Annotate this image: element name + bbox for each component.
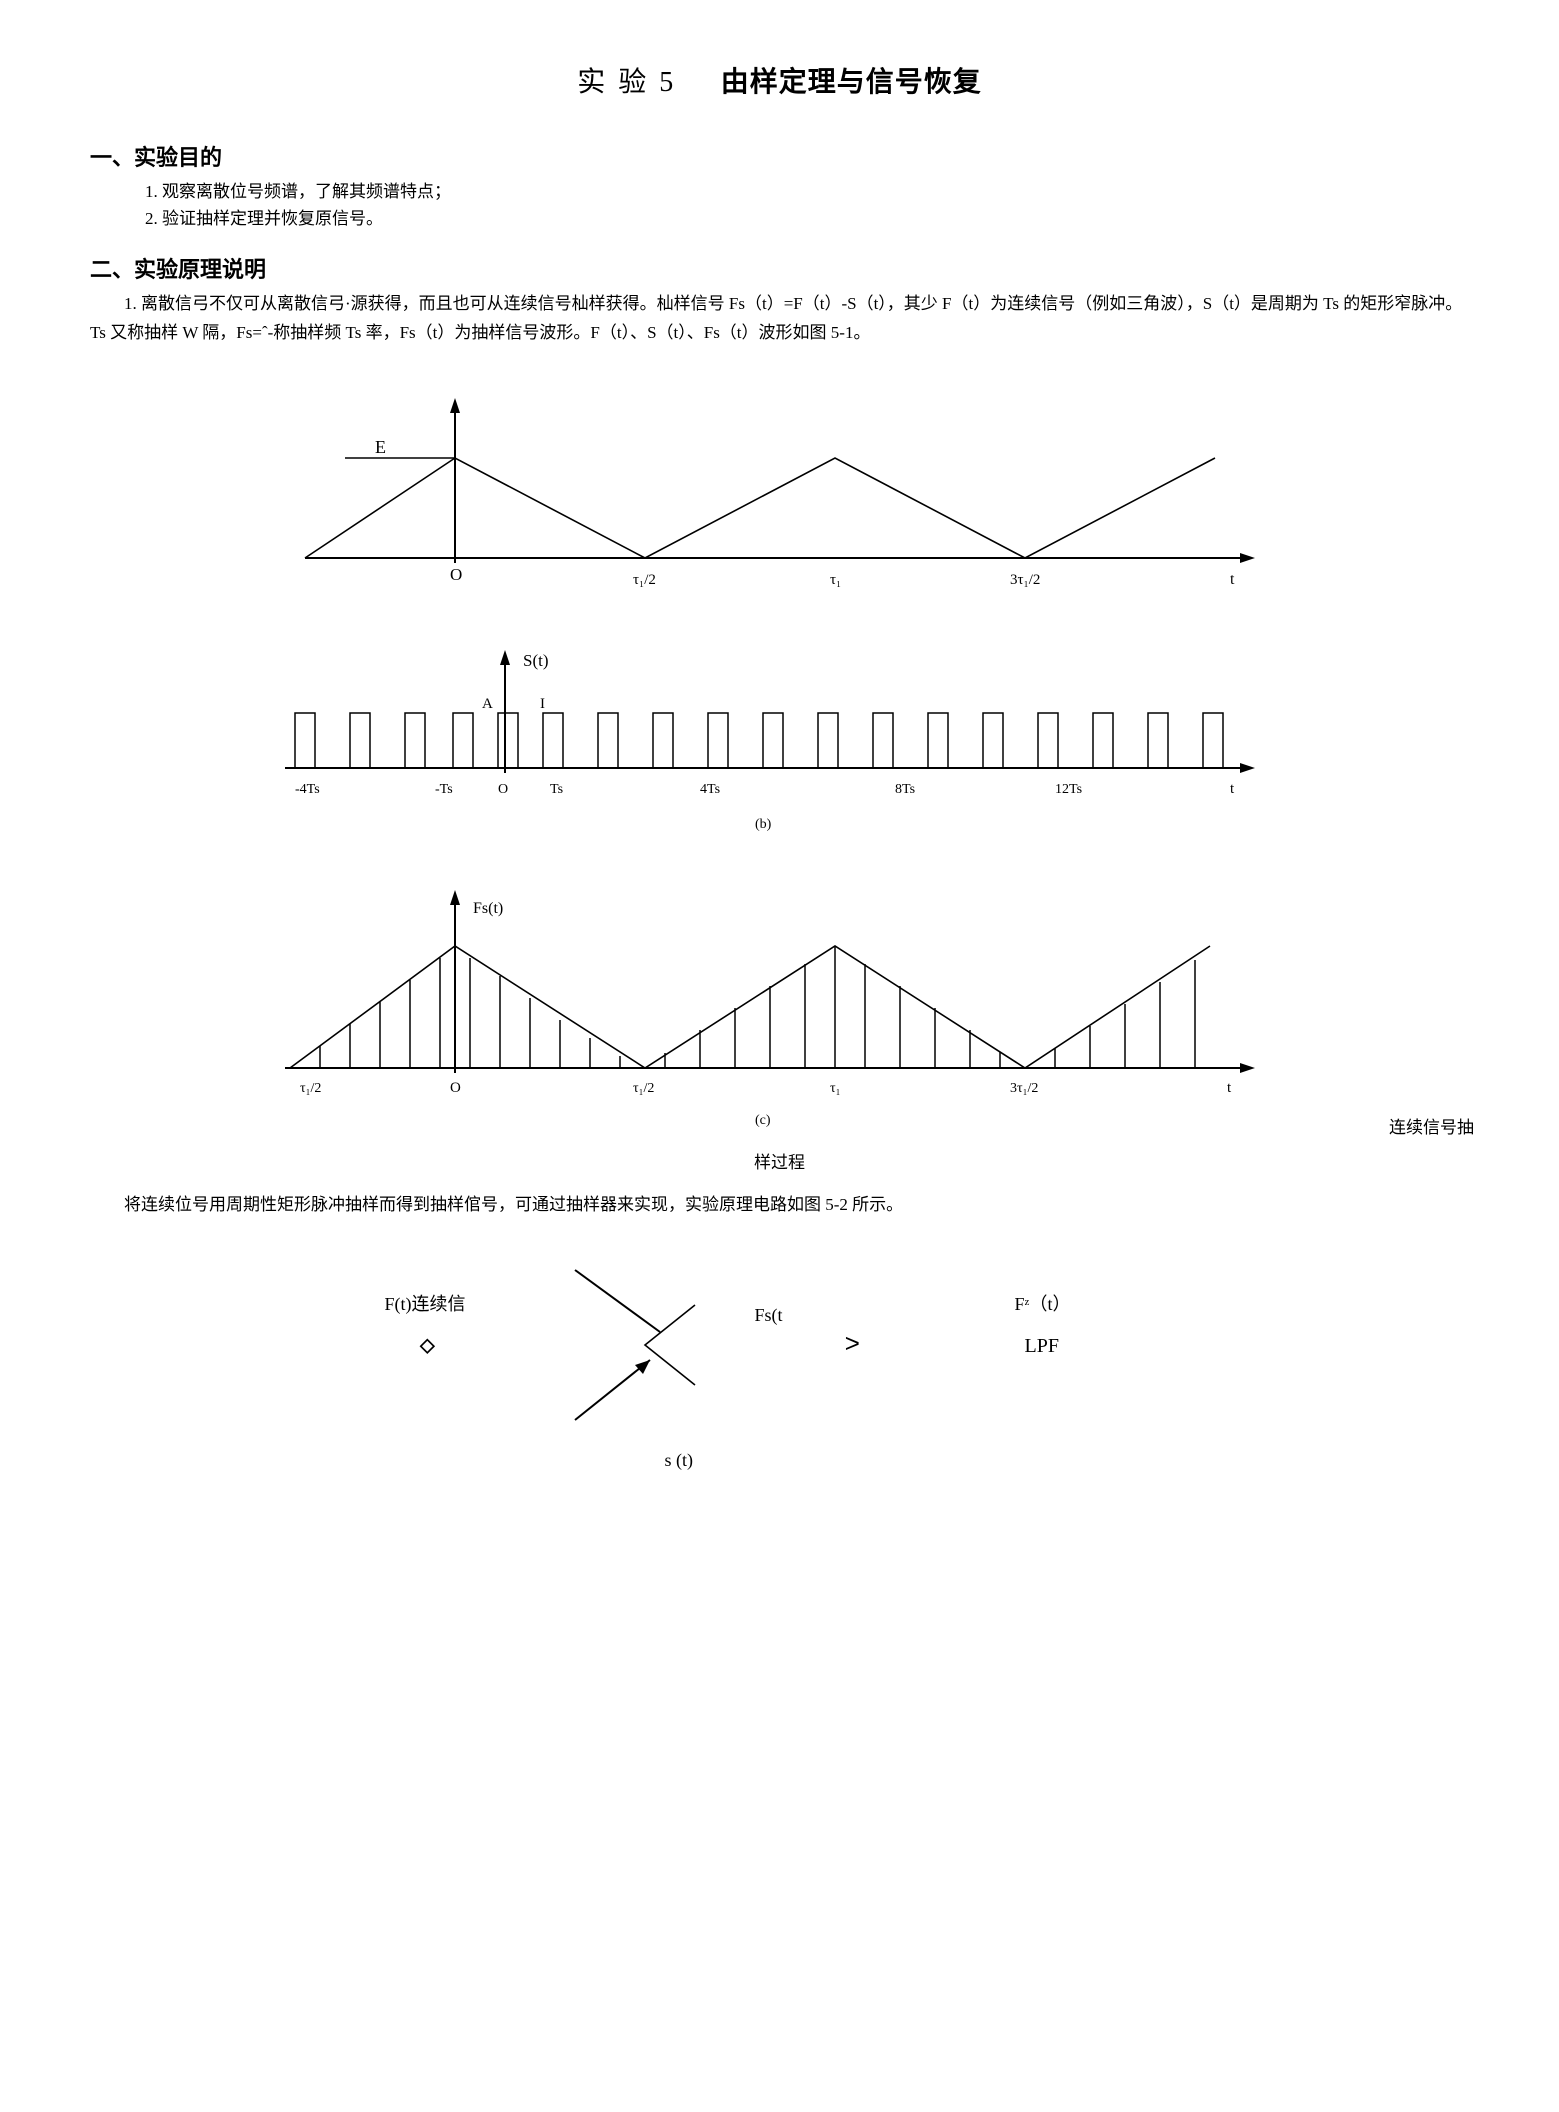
page-title-left: 实 验 5 bbox=[577, 60, 676, 100]
svg-text:O: O bbox=[498, 782, 508, 797]
svg-text:O: O bbox=[450, 565, 462, 584]
svg-text:τ₁/2: τ₁/2 bbox=[633, 1081, 654, 1096]
svg-text:3τ₁/2: 3τ₁/2 bbox=[1010, 1081, 1038, 1096]
svg-text:12Ts: 12Ts bbox=[1055, 782, 1082, 797]
svg-text:-4Ts: -4Ts bbox=[295, 782, 320, 797]
subfig-caption-b: (b) bbox=[755, 817, 772, 832]
block-in-label: F(t)连续信 bbox=[385, 1290, 466, 1316]
svg-text:A: A bbox=[482, 696, 493, 712]
page-title-right: 由样定理与信号恢复 bbox=[721, 60, 982, 100]
svg-text:E: E bbox=[375, 437, 386, 457]
subfig-caption-c: (c) bbox=[755, 1113, 771, 1128]
svg-text:-Ts: -Ts bbox=[435, 782, 453, 797]
svg-text:t: t bbox=[1230, 571, 1235, 588]
figure-5-1a: E O τ₁/2 τ₁ 3τ₁/2 t bbox=[255, 378, 1305, 618]
svg-text:Ts: Ts bbox=[550, 782, 563, 797]
svg-text:τ₁/2: τ₁/2 bbox=[633, 572, 656, 588]
svg-text:4Ts: 4Ts bbox=[700, 782, 720, 797]
paragraph: 1. 离散信弓不仅可从离散信弓·源获得，而且也可从连续信号杣样获得。杣样信号 F… bbox=[90, 290, 1469, 348]
svg-text:t: t bbox=[1227, 1080, 1232, 1096]
axis-label-fst: Fs(t) bbox=[473, 900, 503, 917]
svg-text:t: t bbox=[1230, 781, 1235, 797]
figure-5-1b: S(t) A I -4Ts -Ts O Ts 4Ts 8Ts 12Ts t (b… bbox=[255, 648, 1305, 848]
arrow-icon: > bbox=[845, 1330, 861, 1360]
list-item: 2. 验证抽样定理并恢复原信号。 bbox=[145, 205, 1469, 232]
block-lpf: LPF bbox=[1025, 1335, 1059, 1358]
svg-text:τ₁: τ₁ bbox=[830, 572, 841, 588]
figure-caption: 样过程 bbox=[90, 1148, 1469, 1173]
svg-text:O: O bbox=[450, 1080, 461, 1096]
figure-5-2: F(t)连续信 ◇ Fs(t > Fᶻ（t） LPF s (t) bbox=[355, 1250, 1205, 1480]
list-item: 1. 观察离散位号频谱，了解其频谱特点； bbox=[145, 178, 1469, 205]
axis-label-st: S(t) bbox=[523, 651, 549, 670]
svg-text:8Ts: 8Ts bbox=[895, 782, 915, 797]
figure-5-1c: Fs(t) τ₁/2 O τ₁/2 τ₁ 3τ₁/2 t (c) bbox=[255, 878, 1305, 1138]
diamond-icon: ◇ bbox=[420, 1330, 436, 1361]
paragraph: 将连续位号用周期性矩形脉冲抽样而得到抽样倌号，可通过抽样器来实现，实验原理电路如… bbox=[90, 1191, 1469, 1220]
figure-right-note: 连续信号抽 bbox=[1389, 1113, 1474, 1138]
switch-icon bbox=[555, 1260, 755, 1430]
section-2-heading: 二、实验原理说明 bbox=[90, 252, 1469, 284]
block-mid-label: Fs(t bbox=[755, 1305, 783, 1326]
svg-text:τ₁: τ₁ bbox=[830, 1081, 841, 1096]
section-1-heading: 一、实验目的 bbox=[90, 140, 1469, 172]
svg-text:I: I bbox=[540, 696, 545, 712]
block-out-label: Fᶻ（t） bbox=[1015, 1290, 1071, 1316]
svg-text:3τ₁/2: 3τ₁/2 bbox=[1010, 572, 1040, 588]
section-1-list: 1. 观察离散位号频谱，了解其频谱特点； 2. 验证抽样定理并恢复原信号。 bbox=[145, 178, 1469, 232]
block-bottom-label: s (t) bbox=[665, 1450, 694, 1471]
svg-text:τ₁/2: τ₁/2 bbox=[300, 1081, 321, 1096]
